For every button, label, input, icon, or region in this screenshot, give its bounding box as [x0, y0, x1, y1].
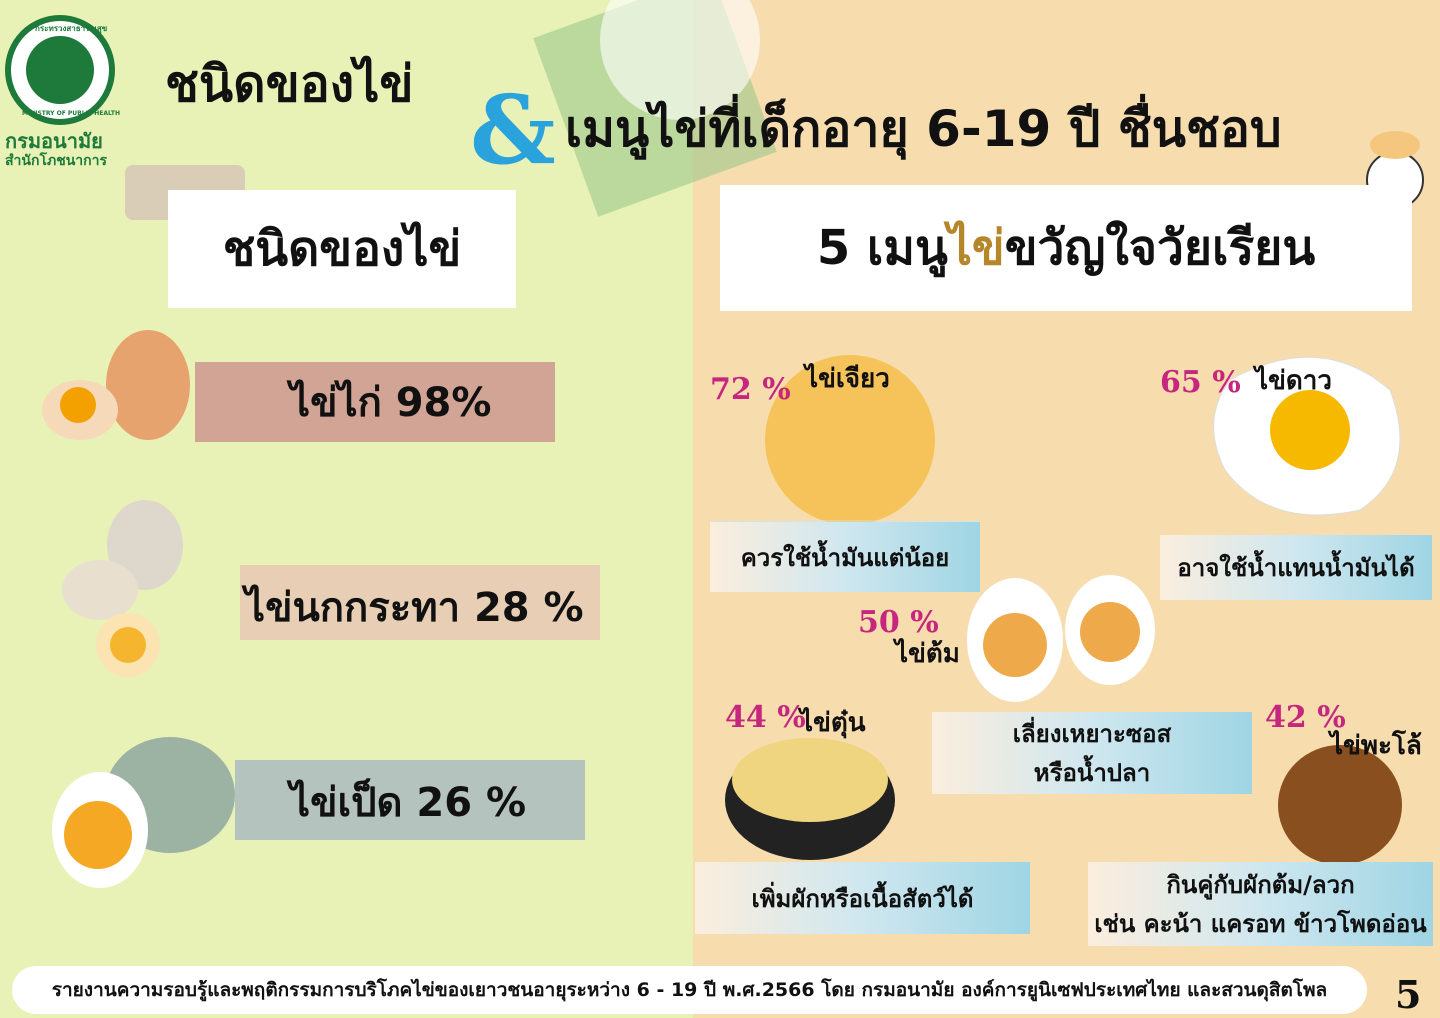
- menu-name: ไข่เจียว: [805, 364, 890, 394]
- tip-line: อาจใช้น้ำแทนน้ำมันได้: [1177, 554, 1415, 582]
- department: กรมอนามัย: [5, 129, 103, 153]
- menu-tip: อาจใช้น้ำแทนน้ำมันได้: [1160, 535, 1432, 600]
- heading-part: ขวัญใจวัยเรียน: [1004, 220, 1316, 276]
- egg-type-label: ไข่เป็ด 26 %: [290, 780, 527, 826]
- tip-line: เลี่ยงเหยาะซอส: [1012, 720, 1172, 748]
- left-heading: ชนิดของไข่: [168, 190, 516, 308]
- menu-percent: 42 %: [1265, 700, 1346, 735]
- menu-tip: กินคู่กับผักต้ม/ลวกเช่น คะน้า แครอท ข้าว…: [1088, 862, 1433, 946]
- menu-name: ไข่ดาว: [1255, 366, 1332, 396]
- menu-name: ไข่ตุ๋น: [800, 708, 866, 738]
- bureau: สำนักโภชนาการ: [5, 153, 107, 169]
- egg-type-label: ไข่ไก่ 98%: [290, 380, 492, 426]
- logo-subtext: MINISTRY OF PUBLIC HEALTH: [22, 110, 120, 117]
- logo-text: กระทรวงสาธารณสุข: [35, 24, 108, 33]
- heading-part: 5 เมนู: [816, 220, 948, 276]
- page-number: 5: [1395, 972, 1422, 1017]
- menu-name: ไข่พะโล้: [1330, 731, 1422, 761]
- menu-percent: 65 %: [1160, 365, 1241, 400]
- menu-tip: ควรใช้น้ำมันแต่น้อย: [710, 522, 980, 592]
- heading-highlight: ไข่: [947, 220, 1005, 276]
- menu-name: ไข่ต้ม: [895, 639, 960, 669]
- menu-tip: เพิ่มผักหรือเนื้อสัตว์ได้: [695, 862, 1030, 934]
- ampersand: &: [470, 75, 556, 186]
- tip-line: กินคู่กับผักต้ม/ลวก: [1166, 871, 1355, 899]
- footer-source: รายงานความรอบรู้และพฤติกรรมการบริโภคไข่ข…: [12, 966, 1367, 1014]
- menu-percent: 50 %: [858, 605, 939, 640]
- right-heading: 5 เมนู ไข่ ขวัญใจวัยเรียน: [720, 185, 1412, 311]
- menu-tip: เลี่ยงเหยาะซอสหรือน้ำปลา: [932, 712, 1252, 794]
- egg-type-label: ไข่นกกระทา 28 %: [245, 585, 584, 631]
- menu-percent: 44 %: [725, 700, 806, 735]
- tip-line: หรือน้ำปลา: [1033, 759, 1151, 787]
- menu-percent: 72 %: [710, 372, 791, 407]
- title-left: ชนิดของไข่: [165, 55, 414, 113]
- tip-line: เพิ่มผักหรือเนื้อสัตว์ได้: [751, 884, 974, 913]
- tip-line: เช่น คะน้า แครอท ข้าวโพดอ่อน: [1094, 910, 1427, 938]
- tip-line: ควรใช้น้ำมันแต่น้อย: [740, 543, 950, 572]
- title-right: เมนูไข่ที่เด็กอายุ 6-19 ปี ชื่นชอบ: [565, 100, 1282, 158]
